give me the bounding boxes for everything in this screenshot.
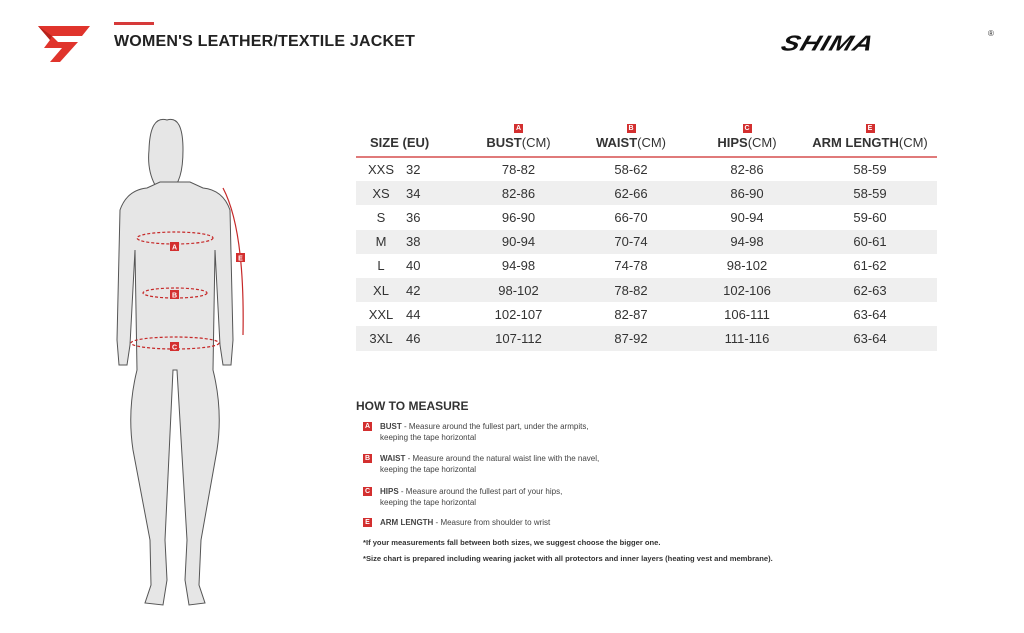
col-arm-length: E ARM LENGTH(CM) (812, 124, 928, 150)
table-cell: 40 (406, 258, 421, 274)
table-cell: 98-102 (726, 258, 768, 274)
measure-text: - Measure from shoulder to wrist (433, 518, 551, 527)
table-cell: 59-60 (853, 209, 887, 225)
measure-text: - Measure around the fullest part, under… (401, 422, 589, 431)
note-protectors: *Size chart is prepared including wearin… (363, 554, 773, 563)
table-cell: 106-111 (724, 306, 770, 322)
table-row: S 36 96-90 66-70 90-94 59-60 (356, 205, 937, 229)
page-title: WOMEN'S LEATHER/TEXTILE JACKET (114, 33, 416, 50)
table-cell: XL (373, 282, 389, 298)
table-cell: XXS (367, 162, 394, 178)
table-row: M 38 90-94 70-74 94-98 60-61 (356, 229, 937, 254)
measure-name: WAIST (380, 454, 406, 463)
table-cell: 62-63 (853, 282, 887, 298)
shima-emblem-icon (38, 26, 90, 62)
table-row: XS 34 82-86 62-66 86-90 58-59 (356, 181, 937, 206)
note-between-sizes: *If your measurements fall between both … (363, 538, 661, 547)
table-cell: 87-92 (614, 330, 648, 346)
table-cell: 86-90 (730, 185, 764, 201)
measure-text: - Measure around the fullest part of you… (398, 487, 563, 496)
table-cell: 36 (406, 209, 421, 225)
measure-text-2: keeping the tape horizontal (380, 433, 477, 442)
table-cell: 78-82 (614, 282, 648, 298)
table-cell: 3XL (369, 330, 393, 346)
figure-label-c: C (172, 345, 177, 352)
table-cell: 82-86 (501, 185, 536, 201)
body-figure: A B C E (116, 118, 245, 606)
table-cell: 61-62 (853, 258, 887, 274)
table-cell: 63-64 (853, 306, 887, 322)
measure-name: BUST (380, 422, 402, 431)
table-cell: 62-66 (614, 185, 648, 201)
size-table: SIZE (EU) A BUST(CM) B WAIST(CM) C HIPS(CM)… (356, 118, 937, 351)
table-cell: 82-86 (730, 162, 764, 178)
table-cell: 60-61 (853, 234, 887, 250)
table-cell: 42 (406, 282, 421, 298)
measure-item: C HIPS - Measure around the fullest part … (363, 486, 562, 508)
figure-label-e: E (238, 256, 243, 263)
table-cell: 90-94 (501, 234, 536, 250)
table-header: SIZE (EU) A BUST(CM) B WAIST(CM) C HIPS(CM)… (356, 118, 937, 157)
measure-text-2: keeping the tape horizontal (380, 498, 477, 507)
table-cell: 38 (406, 234, 421, 250)
col-waist: B WAIST(CM) (595, 124, 667, 150)
measure-badge: A (363, 422, 372, 431)
figure-label-a: A (172, 245, 177, 252)
col-size: SIZE (EU) (370, 135, 430, 150)
table-cell: 102-106 (723, 282, 771, 298)
table-cell: 66-70 (614, 209, 648, 225)
how-to-measure-title: HOW TO MEASURE (356, 399, 469, 413)
table-cell: 34 (406, 185, 421, 201)
table-cell: 98-102 (498, 282, 539, 298)
col-hips: C HIPS(CM) (717, 124, 777, 150)
measure-badge: C (363, 487, 372, 496)
col-bust: A BUST(CM) (486, 124, 551, 150)
measure-name: HIPS (380, 487, 399, 496)
table-cell: 82-87 (614, 306, 648, 322)
measure-text: - Measure around the natural waist line … (405, 454, 600, 463)
table-cell: 74-78 (614, 258, 648, 274)
table-cell: 63-64 (853, 330, 887, 346)
table-cell: XXL (368, 306, 394, 322)
registered-mark: ® (988, 29, 994, 38)
table-cell: 46 (406, 330, 421, 346)
table-cell: 111-116 (724, 330, 770, 346)
measure-text-2: keeping the tape horizontal (380, 465, 477, 474)
table-cell: L (377, 258, 385, 274)
table-cell: 70-74 (614, 234, 648, 250)
table-row: 3XL 46 107-112 87-92 111-116 63-64 (356, 326, 937, 351)
brand-logo: SHIMA (778, 31, 879, 56)
figure-badges: A B C E (170, 242, 245, 352)
table-cell: 78-82 (501, 162, 536, 178)
measure-badge: E (363, 518, 372, 527)
table-row: XXL 44 102-107 82-87 106-111 63-64 (356, 302, 937, 326)
table-row: XL 42 98-102 78-82 102-106 62-63 (356, 277, 937, 303)
measure-badge: B (363, 454, 372, 463)
table-row: L 40 94-98 74-78 98-102 61-62 (356, 254, 937, 278)
table-cell: 58-62 (614, 162, 648, 178)
measure-item: A BUST - Measure around the fullest part,… (363, 421, 589, 443)
table-cell: 44 (406, 306, 421, 322)
table-cell: 107-112 (495, 330, 542, 346)
table-cell: 94-98 (730, 234, 764, 250)
table-cell: S (376, 209, 386, 225)
table-cell: 58-59 (853, 162, 887, 178)
measure-item: E ARM LENGTH - Measure from shoulder to w… (363, 517, 550, 528)
table-cell: 32 (406, 162, 421, 178)
table-cell: 90-94 (730, 209, 764, 225)
table-cell: XS (372, 185, 390, 201)
title-accent-line (114, 22, 154, 25)
table-cell: 94-98 (501, 258, 536, 274)
table-cell: 102-107 (494, 306, 543, 322)
table-cell: 58-59 (853, 185, 887, 201)
table-cell: 96-90 (501, 209, 536, 225)
figure-label-b: B (172, 293, 177, 300)
measure-item: B WAIST - Measure around the natural wais… (363, 453, 599, 475)
table-row: XXS 32 78-82 58-62 82-86 58-59 (356, 157, 937, 181)
table-cell: M (375, 234, 387, 250)
measure-name: ARM LENGTH (380, 518, 434, 527)
